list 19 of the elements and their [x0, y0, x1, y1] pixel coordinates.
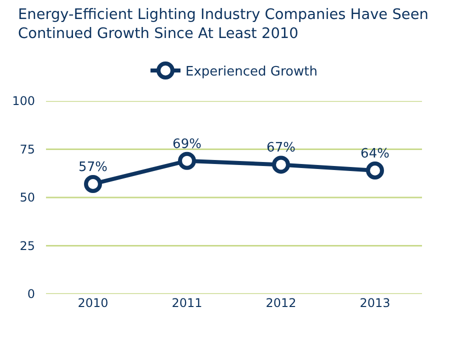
point	[366, 161, 384, 180]
y-tick-label: 50	[20, 190, 35, 204]
legend-label: Experienced Growth	[186, 64, 318, 80]
x-tick-label: 2012	[266, 296, 296, 310]
y-tick-label: 75	[20, 142, 35, 156]
point	[178, 152, 196, 170]
y-tick-label: 0	[27, 286, 35, 301]
chart-title: Energy-Efficient Lighting Industry Companies Have Seen Continued Growth Since At Least 2010	[17, 6, 430, 44]
data-label: 69%	[172, 136, 202, 152]
x-tick-label: 2013	[360, 296, 390, 310]
x-tick-label: 2010	[78, 296, 108, 310]
point	[84, 174, 102, 193]
data-label: 64%	[360, 146, 390, 162]
point	[272, 155, 290, 174]
x-tick-label: 2011	[172, 296, 202, 310]
data-label: 57%	[78, 160, 108, 175]
y-tick-label: 25	[20, 238, 35, 253]
y-tick-label: 100	[12, 94, 35, 108]
data-label: 67%	[266, 140, 296, 156]
